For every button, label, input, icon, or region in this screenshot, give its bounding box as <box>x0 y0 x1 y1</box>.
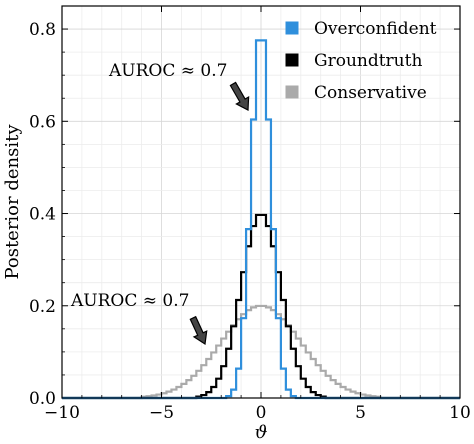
legend-label: Conservative <box>314 83 427 103</box>
annotation-arrow <box>229 81 250 111</box>
y-tick-label: 0.4 <box>29 205 56 225</box>
annotation: AUROC ≈ 0.7 <box>108 61 250 111</box>
legend-swatch-overconfident <box>285 21 299 35</box>
legend: Overconfident Groundtruth Conservative <box>285 19 437 103</box>
x-tick-label: 10 <box>449 403 471 423</box>
y-tick-label: 0.6 <box>29 112 56 132</box>
annotation-label: AUROC ≈ 0.7 <box>70 291 189 311</box>
y-tick-label: 0.8 <box>29 20 56 40</box>
axis-ticks: −10 −5 0 5 10 0.0 0.2 0.4 0.6 0.8 <box>29 5 471 423</box>
legend-item-groundtruth: Groundtruth <box>285 51 422 71</box>
annotation-label: AUROC ≈ 0.7 <box>108 61 227 81</box>
annotations: AUROC ≈ 0.7 AUROC ≈ 0.7 <box>70 61 250 346</box>
x-tick-label: −5 <box>149 403 174 423</box>
y-axis-label: Posterior density <box>2 124 23 280</box>
legend-swatch-groundtruth <box>285 53 299 67</box>
legend-item-conservative: Conservative <box>285 83 427 103</box>
legend-swatch-conservative <box>285 85 299 99</box>
legend-label: Overconfident <box>314 19 437 39</box>
series-conservative-line <box>62 304 460 400</box>
x-tick-label: 0 <box>256 403 267 423</box>
y-tick-label: 0.2 <box>29 297 56 317</box>
annotation-arrow <box>189 315 208 346</box>
annotation: AUROC ≈ 0.7 <box>70 291 208 346</box>
x-tick-label: −10 <box>44 403 80 423</box>
legend-label: Groundtruth <box>314 51 422 71</box>
legend-item-overconfident: Overconfident <box>285 19 437 39</box>
x-axis-label: ϑ <box>255 422 268 443</box>
y-tick-label: 0.0 <box>29 389 56 409</box>
x-tick-label: 5 <box>355 403 366 423</box>
